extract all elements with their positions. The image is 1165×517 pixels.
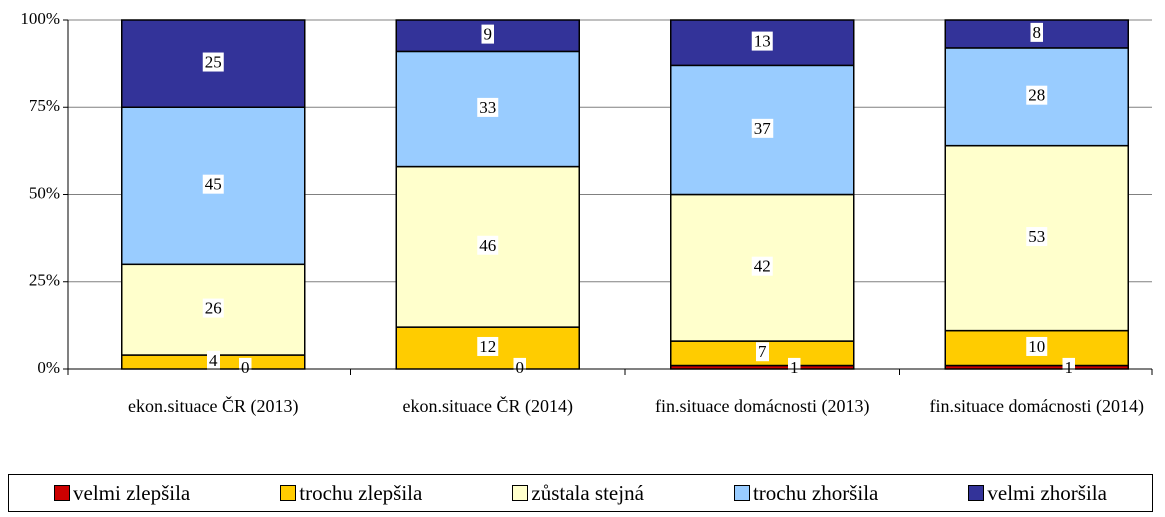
y-tick-label: 50% bbox=[29, 183, 60, 202]
data-label: 28 bbox=[1028, 86, 1045, 105]
legend-label: trochu zlepšila bbox=[299, 480, 423, 505]
legend-label: zůstala stejná bbox=[531, 480, 644, 505]
y-tick-label: 0% bbox=[37, 358, 60, 377]
legend-entry: velmi zhoršila bbox=[968, 481, 1107, 506]
data-label: 13 bbox=[754, 32, 771, 51]
data-label: 10 bbox=[1028, 337, 1045, 356]
legend-swatch bbox=[54, 485, 71, 501]
legend-label: trochu zhoršila bbox=[752, 480, 879, 505]
data-label-bg bbox=[1026, 227, 1048, 247]
y-tick-label: 100% bbox=[20, 9, 60, 28]
legend-entry: zůstala stejná bbox=[512, 481, 644, 506]
legend-entry: trochu zhoršila bbox=[733, 480, 879, 506]
data-label-bg bbox=[751, 256, 773, 276]
legend-swatch bbox=[733, 485, 750, 501]
legend-swatch bbox=[512, 485, 529, 501]
data-label: 33 bbox=[479, 98, 496, 117]
y-tick-label: 75% bbox=[29, 96, 60, 115]
legend: velmi zlepšila trochu zlepšila zůstala ste… bbox=[8, 474, 1153, 512]
data-label-bg bbox=[1030, 22, 1043, 42]
legend-entry: velmi zlepšila bbox=[54, 481, 190, 506]
data-label-bg bbox=[202, 298, 224, 318]
data-label: 12 bbox=[479, 337, 496, 356]
data-label: 0 bbox=[241, 358, 250, 377]
data-label: 7 bbox=[758, 342, 767, 361]
x-tick-label: fin.situace domácnosti (2013) bbox=[655, 396, 870, 416]
data-label: 8 bbox=[1033, 23, 1042, 42]
data-label-bg bbox=[1026, 336, 1048, 356]
data-label: 9 bbox=[484, 25, 493, 44]
data-label-bg bbox=[477, 97, 499, 117]
x-tick-label: ekon.situace ČR (2013) bbox=[128, 396, 299, 416]
x-tick-label: ekon.situace ČR (2014) bbox=[402, 396, 573, 416]
data-label-bg bbox=[207, 350, 220, 370]
chart: 0% 25% 50% 75% 100% 0 4 26 45 25 0 12 46 33 9 1 7 42 37 13 1… bbox=[20, 9, 1153, 377]
data-label: 4 bbox=[209, 351, 218, 370]
data-label-bg bbox=[1062, 357, 1075, 377]
data-label-bg bbox=[756, 342, 769, 362]
data-label: 26 bbox=[205, 299, 222, 318]
data-label-bg bbox=[788, 357, 801, 377]
legend-label: velmi zlepšila bbox=[73, 480, 191, 505]
legend-label: velmi zhoršila bbox=[987, 480, 1107, 505]
data-label: 1 bbox=[1065, 358, 1074, 377]
data-label-bg bbox=[202, 174, 224, 194]
data-label: 25 bbox=[205, 53, 222, 72]
data-label-bg bbox=[239, 357, 252, 377]
data-label-bg bbox=[477, 336, 499, 356]
data-label: 42 bbox=[754, 257, 771, 276]
data-label-bg bbox=[481, 24, 494, 44]
data-label-bg bbox=[202, 52, 224, 72]
legend-swatch bbox=[280, 485, 297, 501]
data-label: 45 bbox=[205, 175, 222, 194]
data-label: 1 bbox=[790, 358, 799, 377]
legend-swatch bbox=[968, 485, 985, 501]
data-label: 53 bbox=[1028, 227, 1045, 246]
data-label-bg bbox=[477, 235, 499, 255]
data-label: 0 bbox=[516, 358, 525, 377]
legend-entry: trochu zlepšila bbox=[280, 481, 422, 506]
data-label-bg bbox=[751, 31, 773, 51]
data-label-bg bbox=[1026, 85, 1048, 105]
data-label: 46 bbox=[479, 236, 496, 255]
y-tick-label: 25% bbox=[29, 271, 60, 290]
x-tick-label: fin.situace domácnosti (2014) bbox=[929, 396, 1144, 416]
data-label-bg bbox=[751, 118, 774, 138]
data-label-bg bbox=[513, 357, 526, 377]
data-label: 37 bbox=[754, 119, 772, 138]
